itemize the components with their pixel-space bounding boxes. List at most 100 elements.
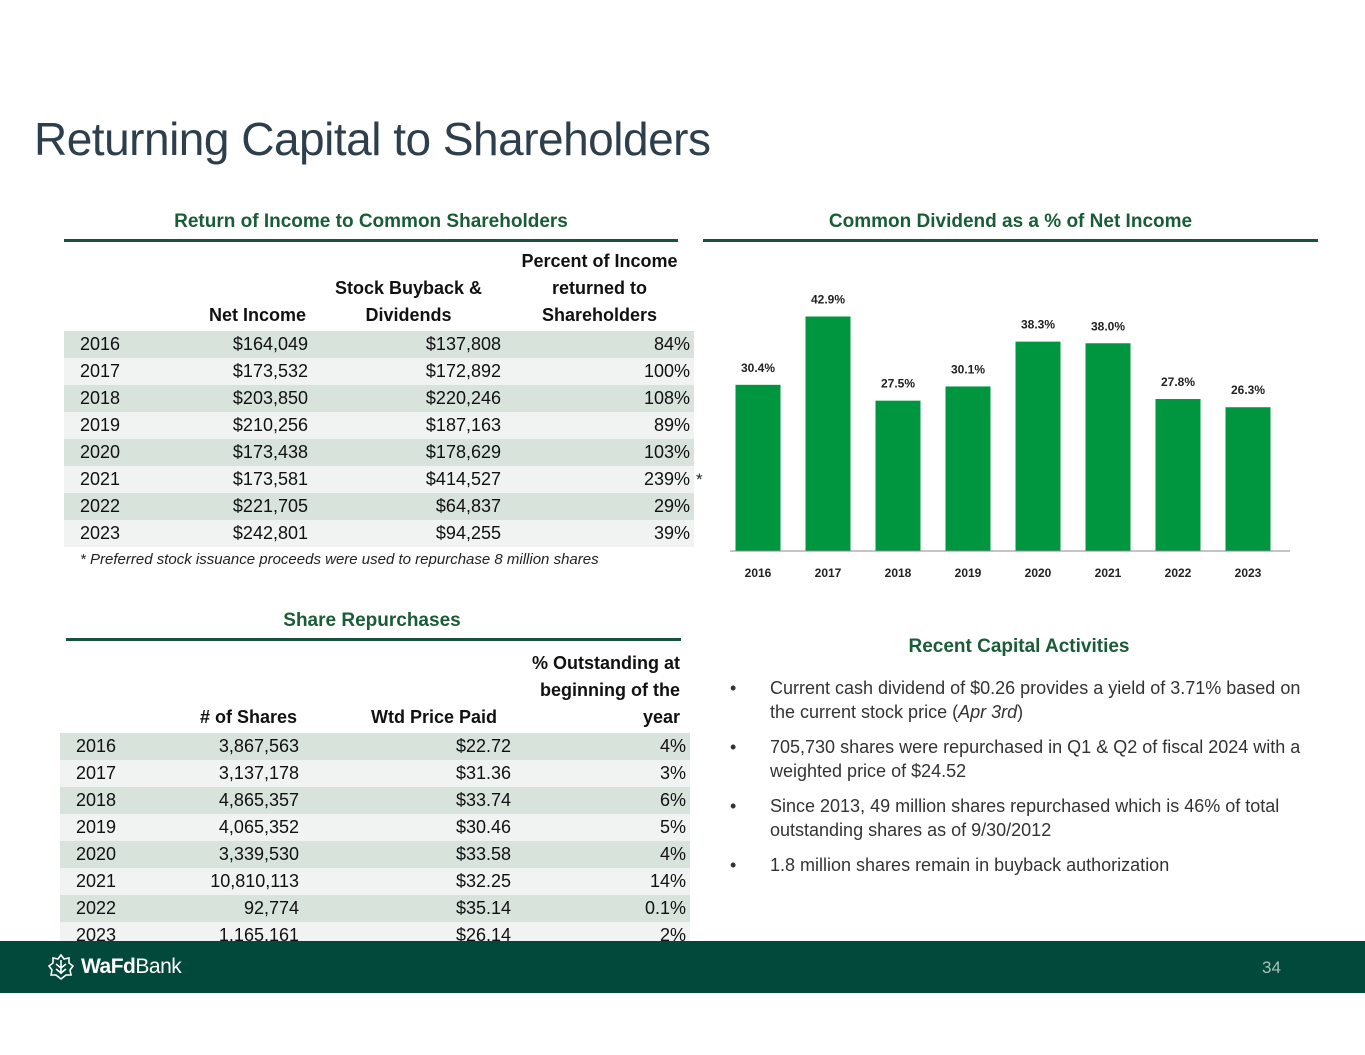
table-cell-net_income: $173,581 [132, 466, 312, 493]
percent-returned-header: Percent of Income returned to Shareholders [521, 251, 678, 325]
income-table-header-row: Net Income Stock Buyback & Dividends Perc… [64, 246, 694, 331]
table-cell-pct: 5% [515, 814, 690, 841]
table-cell-pct: 29% [505, 493, 694, 520]
table-cell-price: $31.36 [303, 760, 515, 787]
chart-rule [703, 239, 1318, 242]
table-cell-pct: 4% [515, 733, 690, 760]
activity-item: Current cash dividend of $0.26 provides … [728, 676, 1318, 724]
page-title: Returning Capital to Shareholders [34, 113, 711, 165]
table-cell-price: $22.72 [303, 733, 515, 760]
table-cell-buyback: $187,163 [312, 412, 505, 439]
x-tick-2018: 2018 [885, 566, 912, 580]
dividend-bar-chart: 30.4% 2016 42.9% 2017 27.5% 2018 30.1% 2019 38.3… [730, 292, 1290, 580]
table-row: 2018 $203,850 $220,246 108% [64, 385, 694, 412]
table-cell-net_income: $164,049 [132, 331, 312, 358]
shares-header: # of Shares [199, 707, 297, 727]
repurchase-table-header-row: # of Shares Wtd Price Paid % Outstanding… [60, 648, 690, 733]
table-row: 2023 $242,801 $94,255 39% [64, 520, 694, 547]
table-cell-buyback: $414,527 [312, 466, 505, 493]
bar-2019 [945, 386, 991, 551]
buyback-header: Stock Buyback & Dividends [334, 278, 483, 325]
table-cell-pct: 6% [515, 787, 690, 814]
table-cell-year: 2019 [60, 814, 128, 841]
table-cell-year: 2022 [60, 895, 128, 922]
footnote: * Preferred stock issuance proceeds were… [80, 551, 599, 568]
table-cell-net_income: $242,801 [132, 520, 312, 547]
table-cell-pct: 4% [515, 841, 690, 868]
bar-2017 [805, 316, 851, 551]
data-label-2017: 42.9% [811, 292, 845, 306]
table-cell-price: $33.58 [303, 841, 515, 868]
bar-2018 [875, 400, 921, 551]
table-cell-year: 2019 [64, 412, 132, 439]
table-cell-pct: 100% [505, 358, 694, 385]
brand-name: WaFdBank [81, 955, 182, 978]
table-cell-shares: 3,339,530 [128, 841, 303, 868]
table-cell-buyback: $178,629 [312, 439, 505, 466]
table-cell-pct: 84% [505, 331, 694, 358]
table-row: 2019 4,065,352 $30.46 5% [60, 814, 690, 841]
asterisk-marker: * [696, 470, 703, 489]
table-cell-net_income: $173,438 [132, 439, 312, 466]
data-label-2022: 27.8% [1161, 375, 1195, 389]
page-number: 34 [1262, 958, 1281, 977]
table-cell-buyback: $172,892 [312, 358, 505, 385]
table-row: 2016 $164,049 $137,808 84% [64, 331, 694, 358]
table-cell-year: 2022 [64, 493, 132, 520]
table-cell-year: 2021 [60, 868, 128, 895]
repurchase-table: # of Shares Wtd Price Paid % Outstanding… [60, 648, 690, 949]
table-cell-shares: 10,810,113 [128, 868, 303, 895]
table-cell-year: 2016 [60, 733, 128, 760]
price-header: Wtd Price Paid [370, 707, 497, 727]
x-tick-2022: 2022 [1165, 566, 1192, 580]
x-tick-2017: 2017 [815, 566, 842, 580]
table-row: 2022 $221,705 $64,837 29% [64, 493, 694, 520]
data-label-2020: 38.3% [1021, 318, 1055, 332]
bar-2022 [1155, 399, 1201, 551]
table-cell-net_income: $221,705 [132, 493, 312, 520]
table-cell-year: 2020 [60, 841, 128, 868]
wafd-leaf-icon [47, 953, 75, 981]
activity-item: Since 2013, 49 million shares repurchase… [728, 794, 1318, 842]
table-cell-buyback: $220,246 [312, 385, 505, 412]
income-table-rule [64, 239, 678, 242]
data-label-2018: 27.5% [881, 377, 915, 391]
table-row: 2020 3,339,530 $33.58 4% [60, 841, 690, 868]
x-tick-2016: 2016 [745, 566, 772, 580]
table-cell-pct: 3% [515, 760, 690, 787]
table-cell-shares: 3,867,563 [128, 733, 303, 760]
percent-outstanding-header: % Outstanding at beginning of the year [532, 653, 680, 727]
table-cell-pct: 108% [505, 385, 694, 412]
table-cell-price: $35.14 [303, 895, 515, 922]
table-cell-pct: 239% [505, 466, 694, 493]
table-row: 2018 4,865,357 $33.74 6% [60, 787, 690, 814]
table-row: 2022 92,774 $35.14 0.1% [60, 895, 690, 922]
table-row: 2021 10,810,113 $32.25 14% [60, 868, 690, 895]
table-row: 2017 3,137,178 $31.36 3% [60, 760, 690, 787]
table-cell-shares: 4,065,352 [128, 814, 303, 841]
table-cell-price: $33.74 [303, 787, 515, 814]
activity-item: 1.8 million shares remain in buyback aut… [728, 853, 1318, 877]
income-table: Net Income Stock Buyback & Dividends Perc… [64, 246, 694, 547]
table-cell-year: 2020 [64, 439, 132, 466]
table-cell-pct: 39% [505, 520, 694, 547]
table-row: 2021 $173,581 $414,527 239% [64, 466, 694, 493]
table-cell-year: 2018 [60, 787, 128, 814]
chart-heading: Common Dividend as a % of Net Income [828, 211, 1193, 232]
table-row: 2020 $173,438 $178,629 103% [64, 439, 694, 466]
bar-2023 [1225, 407, 1271, 551]
table-cell-shares: 4,865,357 [128, 787, 303, 814]
net-income-header: Net Income [208, 305, 306, 325]
bar-2020 [1015, 341, 1061, 551]
table-cell-pct: 14% [515, 868, 690, 895]
repurchase-table-rule [66, 638, 681, 641]
table-cell-pct: 89% [505, 412, 694, 439]
table-cell-pct: 103% [505, 439, 694, 466]
activities-heading: Recent Capital Activities [908, 636, 1130, 657]
table-row: 2016 3,867,563 $22.72 4% [60, 733, 690, 760]
income-table-heading: Return of Income to Common Shareholders [174, 211, 568, 232]
activity-item: 705,730 shares were repurchased in Q1 & … [728, 735, 1318, 783]
table-cell-year: 2017 [64, 358, 132, 385]
x-tick-2019: 2019 [955, 566, 982, 580]
data-label-2019: 30.1% [951, 362, 985, 376]
